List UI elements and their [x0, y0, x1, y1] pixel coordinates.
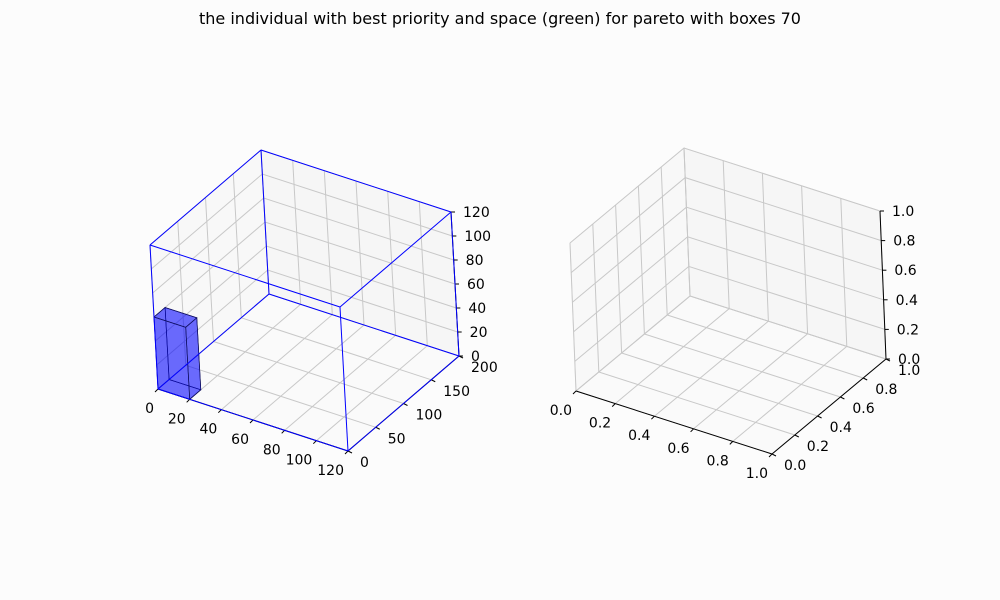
- x-tick-label: 0.4: [628, 428, 650, 444]
- container-edge: [260, 149, 270, 295]
- x-tick-label: 80: [263, 442, 281, 458]
- z-tick-label: 100: [464, 229, 491, 245]
- x-tick-label: 20: [168, 411, 186, 427]
- z-gridline: [570, 177, 882, 273]
- container-edge: [268, 293, 460, 357]
- y-tick-label: 100: [416, 408, 443, 424]
- z-gridline: [574, 265, 885, 362]
- container-edge: [149, 244, 341, 308]
- y-tick: [347, 450, 353, 454]
- container-edge: [157, 293, 270, 390]
- y-tick-label: 0.8: [875, 382, 897, 398]
- z-tick-label: 40: [468, 301, 486, 317]
- z-tick-label: 1.0: [892, 204, 914, 220]
- x-tick-label: 60: [231, 432, 249, 448]
- y-tick: [840, 396, 845, 400]
- x-tick-label: 100: [286, 453, 313, 469]
- y-tick: [794, 434, 800, 438]
- x-axis-line: [575, 390, 773, 455]
- y-tick: [862, 377, 868, 381]
- z-tick-label: 60: [467, 277, 485, 293]
- z-tick-label: 20: [470, 325, 488, 341]
- z-tick-label: 80: [466, 253, 484, 269]
- z-tick-label: 120: [463, 205, 490, 221]
- container-edge: [339, 306, 349, 452]
- x-tick-label: 0: [145, 401, 154, 417]
- container-edge: [260, 149, 452, 213]
- x-tick: [154, 388, 159, 393]
- x-tick: [690, 428, 694, 433]
- z-tick-label: 0.4: [896, 293, 918, 309]
- x-tick: [186, 398, 191, 403]
- x-tick-label: 120: [317, 463, 344, 479]
- y-tick-label: 0: [360, 455, 369, 471]
- y-tick-label: 0.2: [807, 439, 829, 455]
- y-tick: [431, 379, 436, 383]
- y-tick: [817, 415, 822, 419]
- x-tick-label: 0.0: [550, 403, 572, 419]
- y-tick-label: 200: [471, 360, 498, 376]
- y-tick-label: 1.0: [898, 363, 920, 379]
- z-axis-line: [879, 210, 887, 360]
- z-tick-label: 0: [471, 349, 480, 365]
- container-edge: [149, 244, 159, 390]
- x-tick: [312, 440, 317, 445]
- z-gridline: [573, 236, 884, 333]
- x-tick: [344, 450, 349, 455]
- z-gridline: [572, 206, 883, 303]
- y-tick: [403, 403, 408, 406]
- y-tick-label: 0.4: [830, 420, 852, 436]
- container-edge: [149, 149, 262, 246]
- z-tick-label: 0.8: [893, 234, 915, 250]
- x-tick-label: 0.8: [707, 453, 729, 469]
- z-tick-label: 0.0: [898, 352, 920, 368]
- x-tick: [281, 429, 286, 434]
- x-tick: [611, 403, 616, 407]
- x-tick: [249, 419, 254, 424]
- right-3d-axes: 0.00.20.40.60.81.0 0.00.20.40.60.81.00.00…: [550, 147, 920, 482]
- y-tick-label: 0.6: [852, 401, 874, 417]
- x-tick-label: 0.2: [589, 416, 611, 432]
- z-gridline: [575, 295, 887, 392]
- x-tick-label: 40: [200, 422, 218, 438]
- x-tick-label: 0.6: [667, 441, 689, 457]
- y-tick: [771, 453, 777, 457]
- container-edge: [347, 355, 460, 452]
- packed-box-face: [153, 316, 191, 400]
- x-tick: [572, 390, 577, 395]
- x-tick-label: 1.0: [746, 466, 768, 482]
- y-tick-label: 50: [388, 431, 406, 447]
- x-tick: [729, 441, 734, 445]
- z-tick-label: 0.6: [894, 263, 916, 279]
- container-edge: [339, 211, 452, 308]
- container-edge: [157, 388, 349, 452]
- container-edge: [450, 211, 460, 357]
- y-tick-label: 0.0: [784, 458, 806, 474]
- y-tick-label: 150: [443, 384, 470, 400]
- z-tick-label: 0.2: [897, 322, 919, 338]
- z-gridline: [569, 147, 881, 244]
- figure-title: the individual with best priority and sp…: [199, 9, 801, 28]
- x-tick: [217, 409, 222, 414]
- y-axis-line: [771, 358, 887, 455]
- x-tick: [768, 453, 773, 458]
- y-tick: [375, 426, 380, 430]
- x-tick: [651, 415, 655, 420]
